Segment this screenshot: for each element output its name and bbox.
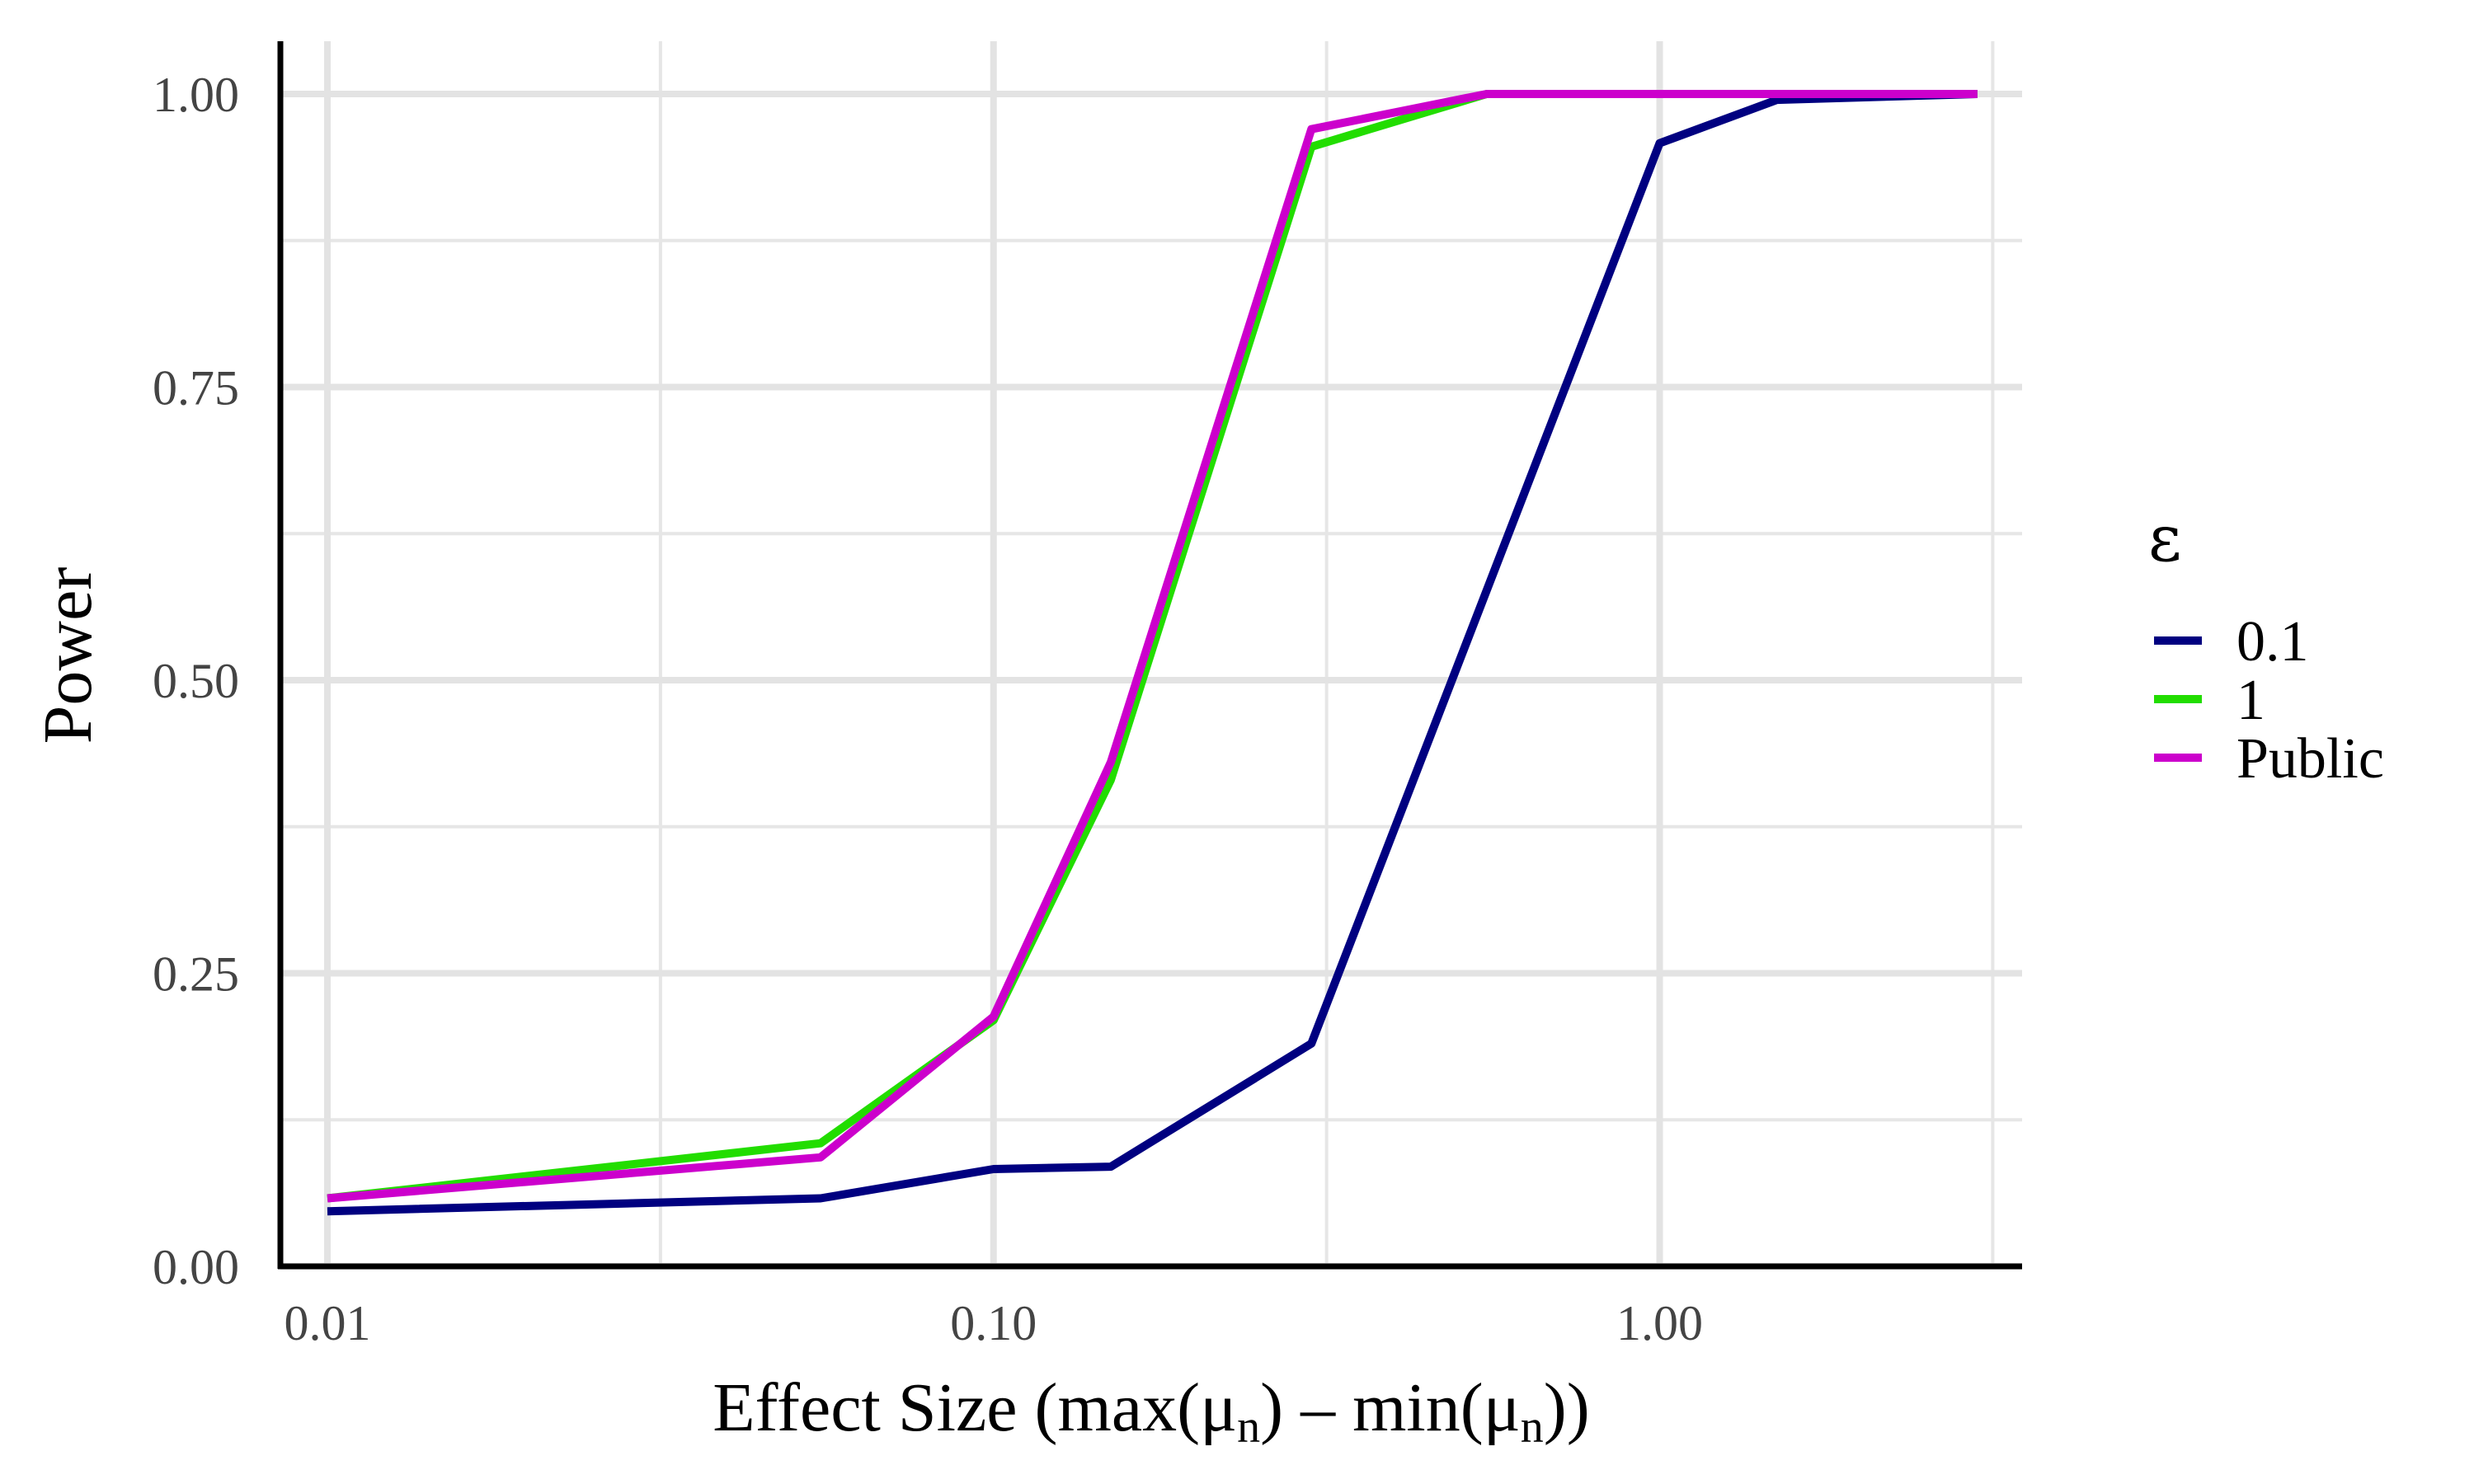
x-axis-title-subscript-1: n (1237, 1402, 1260, 1453)
x-axis-title: Effect Size (max(μn) – min(μn)) (713, 1369, 1589, 1453)
y-tick-label: 1.00 (153, 68, 239, 122)
series-line-public (327, 90, 1978, 1203)
legend-item: 0.1 (2154, 610, 2309, 674)
x-tick-label: 0.01 (285, 1296, 371, 1350)
series-line-0-1 (327, 90, 1978, 1216)
x-axis-title-part-1: Effect Size (max(μ (713, 1369, 1237, 1446)
x-tick-label: 0.10 (950, 1296, 1037, 1350)
y-tick-label: 0.25 (153, 946, 239, 1001)
series-line-1 (327, 90, 1978, 1203)
legend-item: 1 (2154, 669, 2265, 732)
axes (277, 41, 2022, 1270)
series-lines (327, 90, 1978, 1216)
legend-label: 1 (2236, 669, 2265, 732)
y-tick-label: 0.50 (153, 654, 239, 708)
grid-lines (280, 41, 2022, 1270)
x-axis-title-subscript-2: n (1521, 1402, 1544, 1453)
x-axis-title-part-2: ) – min(μ (1260, 1369, 1521, 1446)
y-axis-title: Power (30, 567, 106, 744)
legend-item: Public (2154, 727, 2384, 791)
legend-label: Public (2236, 727, 2384, 791)
y-tick-label: 0.00 (153, 1240, 239, 1294)
x-axis-title-part-3: )) (1544, 1369, 1590, 1446)
legend-title: ε (2148, 502, 2181, 576)
y-tick-label: 0.75 (153, 360, 239, 415)
x-tick-label: 1.00 (1616, 1296, 1703, 1350)
legend-label: 0.1 (2236, 610, 2309, 674)
tick-labels: 0.00 0.25 0.50 0.75 1.00 0.01 0.10 1.00 (153, 68, 1703, 1350)
